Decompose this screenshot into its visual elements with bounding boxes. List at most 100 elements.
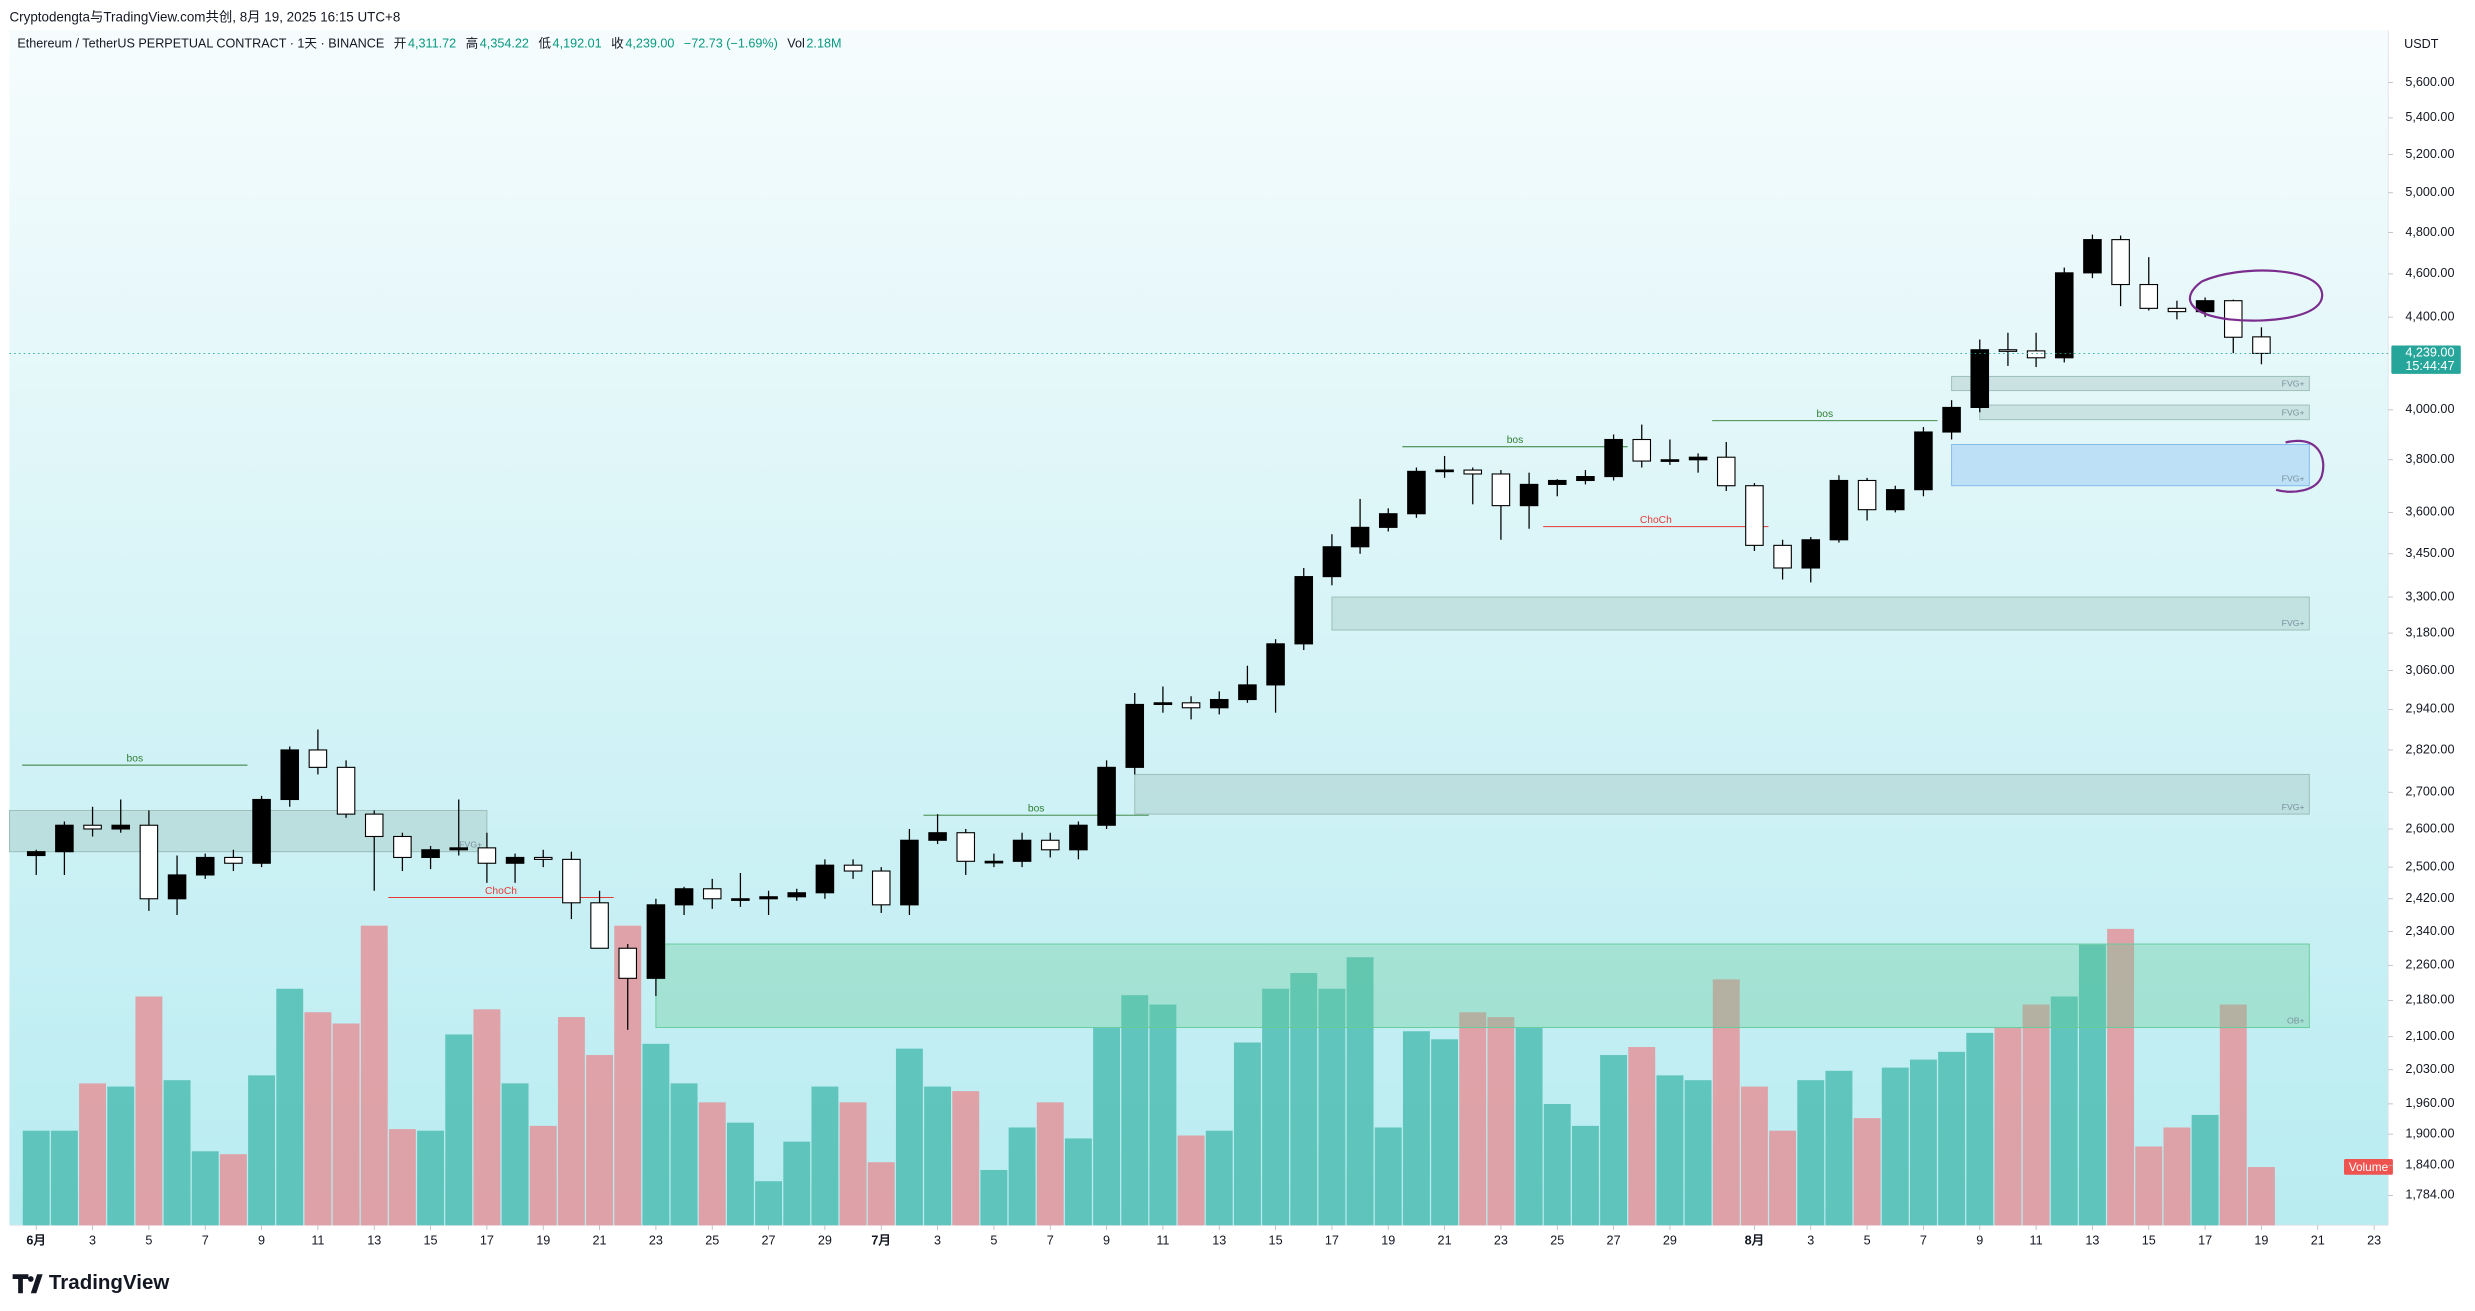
x-tick-label: 9 [1103, 1233, 1110, 1247]
x-tick-label: 21 [593, 1233, 607, 1247]
volume-bar [1628, 1047, 1656, 1226]
volume-bar [586, 1055, 614, 1226]
volume-bar [670, 1083, 698, 1226]
x-tick-label: 7 [1047, 1233, 1054, 1247]
candle-body [1914, 431, 1933, 491]
candle-body [646, 904, 666, 979]
candle-body [2054, 272, 2074, 359]
annotation: bos [127, 753, 144, 764]
volume-bar [867, 1162, 895, 1226]
x-tick-label: 3 [934, 1233, 941, 1247]
volume-bar [1600, 1055, 1628, 1226]
x-tick-label: 23 [1494, 1233, 1508, 1247]
volume-bar [360, 925, 388, 1226]
y-tick-label: 4,800.00 [2405, 225, 2454, 239]
y-tick-label: 2,030.00 [2405, 1062, 2454, 1076]
y-tick-label: 2,700.00 [2405, 785, 2454, 799]
axis-layer: 5,600.00 5,400.00 5,200.00 5,000.00 4,800.00… [9, 75, 2461, 1247]
candle-body [477, 847, 497, 864]
symbol-title: Ethereum / TetherUS PERPETUAL CONTRACT ·… [17, 37, 384, 51]
candle-body [139, 824, 159, 900]
volume-bar [1938, 1051, 1966, 1226]
candle-body [1632, 438, 1652, 462]
candle-body [787, 892, 807, 898]
last-price-box [2391, 345, 2461, 374]
candle-layer [26, 234, 2271, 1030]
x-tick-label: 13 [2085, 1233, 2099, 1247]
y-tick-label: 1,840.00 [2405, 1158, 2454, 1172]
x-tick-label: 21 [2311, 1233, 2325, 1247]
volume-bar [980, 1169, 1008, 1226]
candle-body [111, 824, 131, 830]
highlight-circle [2189, 269, 2324, 322]
zone-label: FVG+ [459, 840, 482, 850]
candle-body [1576, 476, 1595, 482]
volume-bar [1346, 957, 1374, 1226]
candle-body [2252, 336, 2271, 354]
volume-bar [783, 1141, 811, 1226]
candle-body [1519, 483, 1539, 507]
attribution: Cryptodengta与TradingView.com共创, 8月 19, 2… [9, 9, 400, 24]
volume-bar [1853, 1118, 1881, 1226]
candle-body [1350, 526, 1370, 548]
ohlc-label: 高 [466, 36, 479, 51]
candle-body [1773, 544, 1792, 569]
volume-bar [2107, 928, 2135, 1226]
x-tick-label: 7月 [871, 1233, 891, 1247]
candle-body [2111, 239, 2130, 286]
candle-body [731, 898, 750, 901]
volume-bar [2191, 1114, 2219, 1226]
volume-bar [248, 1075, 276, 1226]
volume-bar [1318, 988, 1346, 1226]
candle-body [1998, 349, 2018, 352]
volume-bar [276, 988, 304, 1226]
candle-body [364, 813, 384, 838]
volume-bar [1881, 1067, 1909, 1226]
volume-bar [1769, 1130, 1797, 1226]
volume-bar [107, 1086, 135, 1226]
y-tick-label: 3,800.00 [2405, 452, 2454, 466]
logo-mark [12, 1274, 43, 1294]
candle-body [2026, 350, 2046, 359]
candle-body [590, 902, 609, 949]
y-tick-label: 2,260.00 [2405, 958, 2454, 972]
candle-body [1857, 479, 1877, 511]
volume-bar [1459, 1012, 1487, 1226]
y-tick-label: 3,300.00 [2405, 589, 2454, 603]
candle-body [280, 749, 300, 801]
volume-label-box [2343, 1159, 2393, 1175]
candle-body [815, 864, 835, 894]
x-tick-label: 15 [424, 1233, 438, 1247]
volume-bar [1402, 1031, 1430, 1226]
zone-label: FVG+ [2282, 408, 2305, 418]
candle-body [2167, 307, 2187, 313]
candle-body [1153, 702, 1173, 706]
candle-body [1547, 479, 1567, 485]
candle-body [83, 824, 102, 830]
candle-body [618, 947, 638, 979]
volume-layer: Volume [22, 925, 2393, 1226]
candle-body [533, 856, 553, 860]
x-tick-label: 11 [311, 1233, 324, 1247]
y-tick-label: 4,000.00 [2405, 402, 2454, 416]
volume-bar [1205, 1130, 1233, 1226]
annotation: bos [1028, 804, 1045, 815]
candle-body [1463, 469, 1483, 475]
x-tick-label: 25 [1550, 1233, 1564, 1247]
volume-bar [135, 996, 163, 1226]
volume-label: Volume [2349, 1160, 2389, 1174]
zone [1951, 375, 2310, 392]
y-tick-label: 1,784.00 [2405, 1188, 2454, 1202]
x-tick-label: 15 [2142, 1233, 2156, 1247]
volume-bar [1036, 1102, 1064, 1226]
candle-body [1069, 824, 1088, 851]
volume-bar [726, 1122, 754, 1226]
y-tick-label: 1,900.00 [2405, 1126, 2454, 1140]
volume-header-value: 2.18M [806, 37, 841, 51]
candle-body [1491, 473, 1511, 507]
x-tick-label: 27 [762, 1233, 776, 1247]
candle-body [1970, 349, 1990, 408]
volume-bar [924, 1086, 952, 1226]
volume-bar [1121, 995, 1149, 1226]
